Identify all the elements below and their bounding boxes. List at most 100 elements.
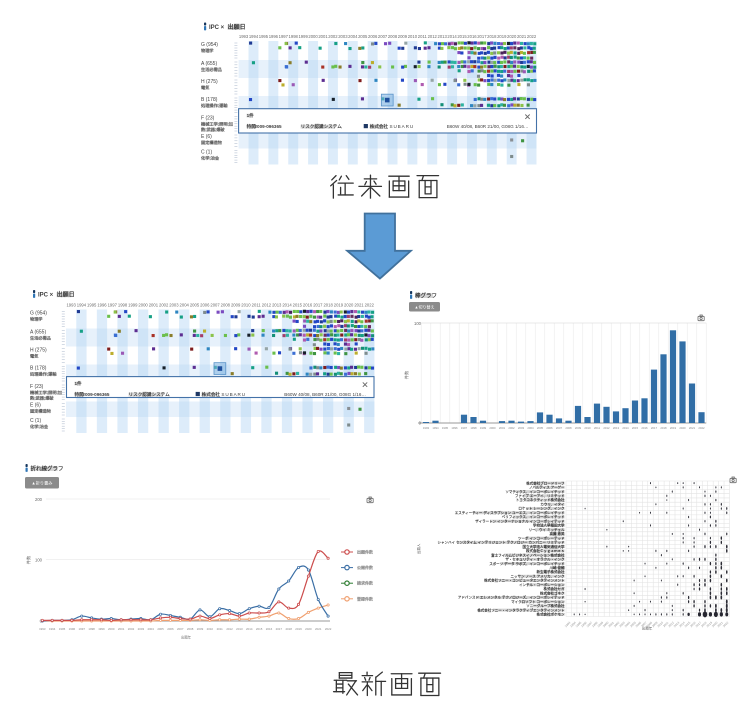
svg-text:2005: 2005 [157,627,164,631]
svg-text:2003: 2003 [338,34,348,39]
svg-text:H (275): H (275) [30,348,47,354]
svg-text:G (954): G (954) [201,42,218,48]
svg-text:2014: 2014 [447,34,457,39]
svg-text:機械工学;照明;加: 機械工学;照明;加 [30,389,62,396]
svg-text:1994: 1994 [77,303,87,308]
svg-text:2018: 2018 [487,34,497,39]
svg-text:2021: 2021 [689,426,696,430]
svg-text:出願人: 出願人 [416,543,421,554]
svg-text:マイクロソフト コーポレーション: マイクロソフト コーポレーション [511,599,565,604]
svg-text:2000: 2000 [308,34,318,39]
svg-text:固定構造物: 固定構造物 [201,139,223,146]
svg-text:1998: 1998 [591,620,599,628]
svg-text:物理学: 物理学 [30,316,43,323]
svg-text:1995: 1995 [59,627,66,631]
svg-text:1998: 1998 [88,627,95,631]
svg-text:2001: 2001 [499,426,506,430]
svg-text:ソニーグループ株式会社: ソニーグループ株式会社 [526,603,565,608]
svg-text:1997: 1997 [461,426,468,430]
svg-text:IPC ×: IPC × [38,293,54,299]
svg-text:1996: 1996 [451,426,458,430]
svg-text:2016: 2016 [467,34,477,39]
svg-text:2011: 2011 [594,426,600,430]
svg-text:2006: 2006 [167,627,174,631]
svg-text:B (178): B (178) [30,366,47,372]
svg-text:2011: 2011 [252,303,262,308]
svg-text:2005: 2005 [190,303,200,308]
svg-text:2022: 2022 [698,426,705,430]
svg-text:2020: 2020 [344,303,354,308]
svg-text:ザイラートン インターナショナル インコーポレイテッド: ザイラートン インターナショナル インコーポレイテッド [475,518,565,523]
svg-text:2009: 2009 [575,426,582,430]
svg-text:ニッサン ノース アメリカ、インク: ニッサン ノース アメリカ、インク [510,573,565,578]
svg-text:化学;冶金: 化学;冶金 [30,423,49,430]
svg-text:1996: 1996 [69,627,76,631]
svg-text:2000: 2000 [489,426,496,430]
svg-text:2022: 2022 [722,620,730,628]
svg-text:1995: 1995 [442,426,449,430]
svg-text:1994: 1994 [49,627,56,631]
svg-text:電気: 電気 [201,84,210,91]
svg-text:1994: 1994 [569,620,577,628]
svg-text:1996: 1996 [97,303,107,308]
svg-text:100: 100 [414,321,422,326]
svg-text:2006: 2006 [635,620,643,628]
svg-text:2009-096365: 2009-096365 [82,392,110,397]
svg-text:シャンハイ センスタイム インテリジェント テクノロジー カ: シャンハイ センスタイム インテリジェント テクノロジー カンパニー リミテッド [438,540,565,545]
svg-text:株式会社: 株式会社 [202,391,221,398]
svg-text:ファイブ エーアイ、リミテッド: ファイブ エーアイ、リミテッド [515,493,565,498]
svg-text:2012: 2012 [603,426,610,430]
svg-text:2014: 2014 [246,627,253,631]
svg-text:折れ線グラフ: 折れ線グラフ [31,465,64,473]
svg-text:2012: 2012 [428,34,438,39]
svg-text:出願件数: 出願件数 [357,549,373,555]
svg-text:エスティーティー ディスラプション ユーエス、インコーポレイ: エスティーティー ディスラプション ユーエス、インコーポレイテッド [455,510,565,515]
svg-text:2003: 2003 [169,303,179,308]
svg-text:2009: 2009 [651,620,659,628]
svg-text:2005: 2005 [358,34,368,39]
svg-text:C (1): C (1) [201,150,212,156]
svg-text:2014: 2014 [622,426,629,430]
svg-text:SUBARU: SUBARU [390,124,415,129]
svg-text:2003: 2003 [518,426,525,430]
svg-text:ベリフィックス、インコーポレイテッド: ベリフィックス、インコーポレイテッド [502,514,565,519]
svg-text:1995: 1995 [575,620,583,628]
svg-text:1995: 1995 [259,34,269,39]
svg-text:公開件数: 公開件数 [357,564,373,570]
svg-text:1998: 1998 [470,426,477,430]
svg-text:2013: 2013 [673,620,681,628]
svg-text:2016: 2016 [641,426,648,430]
svg-text:2011: 2011 [217,627,224,631]
svg-text:2018: 2018 [660,426,667,430]
svg-text:固定構造物: 固定構造物 [30,408,52,415]
svg-text:▲折り畳み: ▲折り畳み [32,480,53,487]
svg-text:株式会社ゴネク: 株式会社ゴネク [540,590,565,595]
svg-text:2015: 2015 [293,303,303,308]
svg-text:1993: 1993 [564,620,572,628]
svg-text:F (23): F (23) [30,384,44,390]
svg-text:2005: 2005 [537,426,544,430]
svg-text:登録件数: 登録件数 [356,595,373,601]
svg-text:1996: 1996 [269,34,279,39]
svg-text:2003: 2003 [138,627,145,631]
svg-text:2010: 2010 [207,627,214,631]
svg-text:高麗 恵美: 高麗 恵美 [550,531,565,536]
svg-text:2021: 2021 [517,34,527,39]
svg-text:2020: 2020 [305,627,312,631]
svg-text:2017: 2017 [651,426,658,430]
svg-text:1998: 1998 [118,303,128,308]
svg-text:2004: 2004 [180,303,190,308]
svg-text:リスク認識システム: リスク認識システム [129,391,171,398]
svg-text:C (1): C (1) [30,418,41,424]
svg-text:G (954): G (954) [30,311,47,317]
svg-text:件数: 件数 [403,370,410,379]
svg-text:2012: 2012 [226,627,233,631]
svg-text:1997: 1997 [586,620,594,628]
svg-text:0: 0 [419,421,422,426]
svg-text:2002: 2002 [159,303,169,308]
svg-text:100: 100 [35,558,43,563]
svg-text:2014: 2014 [282,303,292,308]
svg-text:2007: 2007 [210,303,220,308]
svg-text:2011: 2011 [662,620,670,628]
svg-text:200: 200 [35,497,43,502]
